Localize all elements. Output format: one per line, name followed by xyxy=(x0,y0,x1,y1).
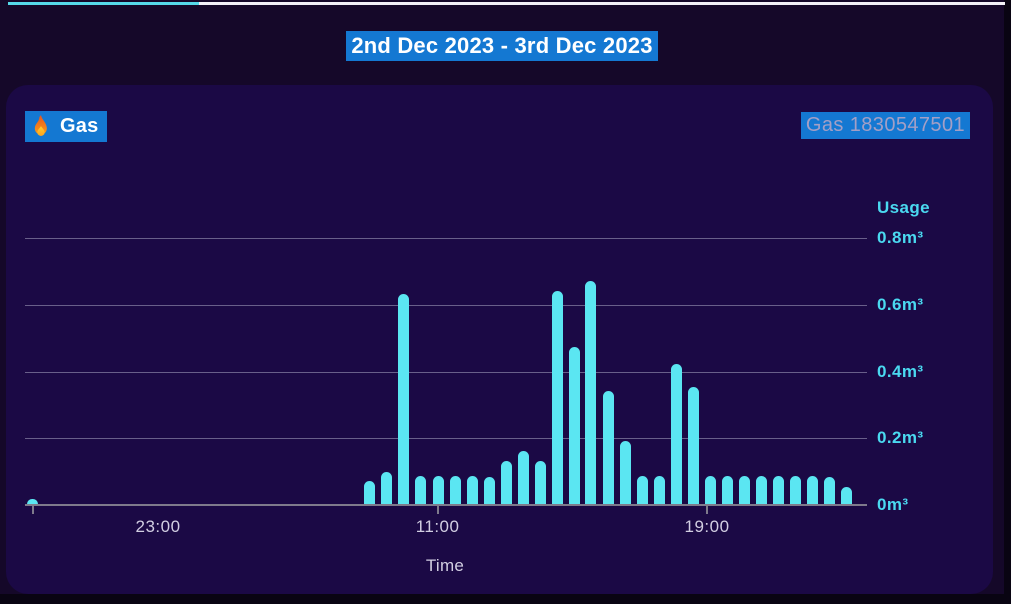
usage-bar[interactable] xyxy=(585,280,597,504)
usage-axis-title: Usage xyxy=(877,198,931,217)
usage-bar[interactable] xyxy=(789,475,801,504)
y-gridline xyxy=(25,238,867,240)
top-progress-track xyxy=(8,2,1005,5)
x-axis-tick xyxy=(31,506,34,514)
y-tick-label: 0.2m³ xyxy=(877,428,924,448)
gas-header-chip[interactable]: Gas xyxy=(25,111,108,142)
usage-bar[interactable] xyxy=(687,387,699,504)
x-axis-tick xyxy=(436,506,439,514)
x-axis-line xyxy=(25,504,867,506)
usage-bar[interactable] xyxy=(755,475,767,504)
y-gridline xyxy=(25,371,867,373)
y-tick-label: 0.6m³ xyxy=(877,295,924,314)
x-tick-label: 19:00 xyxy=(684,517,730,536)
usage-bar[interactable] xyxy=(449,475,461,504)
gas-usage-chart: Usage Time 0.8m³ 0.6m³ 0.4m³ 0.2m³ 0m³ 23:00 1… xyxy=(25,198,930,575)
usage-bar[interactable] xyxy=(517,450,529,504)
usage-bar[interactable] xyxy=(432,475,444,504)
usage-bar[interactable] xyxy=(636,475,648,504)
usage-bar[interactable] xyxy=(534,460,546,504)
usage-bar[interactable] xyxy=(27,499,39,504)
usage-bar[interactable] xyxy=(840,487,852,504)
usage-bar[interactable] xyxy=(551,290,563,504)
usage-bar[interactable] xyxy=(772,475,784,504)
x-axis-tick xyxy=(706,506,709,514)
usage-bar[interactable] xyxy=(806,475,818,504)
usage-bar[interactable] xyxy=(466,475,478,504)
usage-bar[interactable] xyxy=(483,477,495,504)
usage-bar[interactable] xyxy=(568,347,580,504)
x-tick-label: 23:00 xyxy=(135,517,181,536)
time-axis-title: Time xyxy=(425,556,465,575)
usage-bar[interactable] xyxy=(364,480,376,504)
usage-bar[interactable] xyxy=(500,460,512,504)
gas-usage-panel xyxy=(6,85,993,594)
usage-bar[interactable] xyxy=(670,364,682,504)
usage-bar[interactable] xyxy=(704,475,716,504)
date-range-title: 2nd Dec 2023 - 3rd Dec 2023 xyxy=(346,31,658,62)
usage-bar[interactable] xyxy=(738,475,750,504)
y-gridline xyxy=(25,305,867,306)
meter-id-badge: Gas 1830547501 xyxy=(800,112,970,139)
usage-bar[interactable] xyxy=(653,475,665,504)
gas-header-label: Gas xyxy=(60,114,99,137)
usage-bar[interactable] xyxy=(619,440,631,504)
usage-bar[interactable] xyxy=(415,475,427,504)
title-row: 2nd Dec 2023 - 3rd Dec 2023 xyxy=(0,31,1004,62)
y-tick-label: 0m³ xyxy=(877,495,909,514)
y-tick-label: 0.8m³ xyxy=(877,228,924,248)
usage-bar[interactable] xyxy=(602,390,614,504)
usage-bar[interactable] xyxy=(721,475,733,504)
flame-icon xyxy=(34,115,47,136)
usage-bar[interactable] xyxy=(381,472,393,504)
y-tick-label: 0.4m³ xyxy=(877,361,924,381)
top-progress-fill xyxy=(8,2,199,5)
y-gridline xyxy=(25,438,867,440)
usage-bar[interactable] xyxy=(823,477,835,504)
usage-bar[interactable] xyxy=(398,294,410,504)
x-tick-label: 11:00 xyxy=(415,517,460,536)
